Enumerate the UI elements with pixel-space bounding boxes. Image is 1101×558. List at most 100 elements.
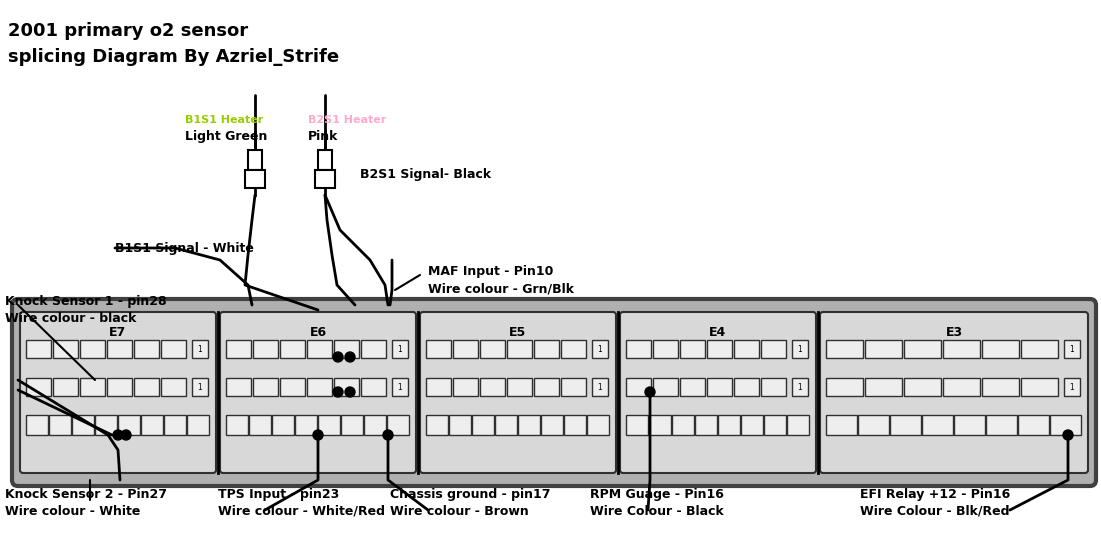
Bar [826,340,863,358]
Bar [680,378,705,396]
Bar [626,378,651,396]
Bar [741,415,763,435]
Bar [826,415,857,435]
Bar [453,378,478,396]
Text: Light Green: Light Green [185,130,268,143]
Bar [564,415,586,435]
Bar [792,340,808,358]
Bar [364,415,385,435]
Bar [361,340,386,358]
Bar [672,415,694,435]
Bar [272,415,294,435]
Text: 1: 1 [1070,344,1075,354]
Bar [562,378,586,396]
Text: Wire Colour - Blk/Red: Wire Colour - Blk/Red [860,505,1010,518]
Bar [1018,415,1048,435]
Bar [392,378,408,396]
Bar [982,340,1020,358]
Bar [562,340,586,358]
Bar [1064,378,1080,396]
FancyBboxPatch shape [620,312,816,473]
Bar [80,378,105,396]
Text: B2S1 Heater: B2S1 Heater [308,115,386,125]
Circle shape [1062,430,1073,440]
Bar [295,415,316,435]
Bar [734,340,759,358]
Text: RPM Guage - Pin16: RPM Guage - Pin16 [590,488,723,501]
Bar [942,340,980,358]
Bar [392,340,408,358]
Bar [787,415,808,435]
Bar [318,415,339,435]
Text: EFI Relay +12 - Pin16: EFI Relay +12 - Pin16 [860,488,1011,501]
Bar [161,340,186,358]
Bar [253,340,277,358]
Bar [1050,415,1080,435]
Bar [334,378,359,396]
Text: 1: 1 [797,382,803,392]
Circle shape [313,430,323,440]
Circle shape [345,352,355,362]
Bar [449,415,470,435]
Bar [226,340,251,358]
Text: B1S1 Signal - White: B1S1 Signal - White [115,242,254,255]
Text: Wire Colour - Black: Wire Colour - Black [590,505,723,518]
Text: TPS Input - pin23: TPS Input - pin23 [218,488,339,501]
Text: MAF Input - Pin10: MAF Input - Pin10 [428,265,554,278]
Bar [315,170,335,188]
Bar [904,378,941,396]
Bar [653,340,678,358]
FancyBboxPatch shape [220,312,416,473]
Bar [307,340,333,358]
Circle shape [121,430,131,440]
Bar [26,415,47,435]
Bar [858,415,889,435]
Bar [982,378,1020,396]
Bar [226,415,248,435]
Bar [192,340,208,358]
Bar [707,378,732,396]
Bar [648,415,671,435]
Bar [541,415,563,435]
Text: E5: E5 [510,325,526,339]
Text: 1: 1 [197,344,203,354]
Bar [734,378,759,396]
Bar [761,378,786,396]
Bar [53,378,78,396]
Bar [453,340,478,358]
Text: Knock Sensor 2 - Pin27: Knock Sensor 2 - Pin27 [6,488,167,501]
Bar [718,415,740,435]
Bar [626,415,647,435]
Bar [517,415,539,435]
Bar [72,415,94,435]
Text: 1: 1 [598,382,602,392]
Bar [249,415,271,435]
Bar [986,415,1016,435]
Bar [280,378,305,396]
Bar [161,378,186,396]
Bar [653,378,678,396]
Bar [534,340,559,358]
Bar [922,415,952,435]
Bar [680,340,705,358]
Bar [865,340,902,358]
Circle shape [113,430,123,440]
Bar [506,378,532,396]
Circle shape [383,430,393,440]
Bar [307,378,333,396]
Bar [506,340,532,358]
Text: 2001 primary o2 sensor: 2001 primary o2 sensor [8,22,248,40]
FancyBboxPatch shape [12,299,1095,486]
Bar [341,415,362,435]
Bar [318,150,333,170]
Bar [587,415,609,435]
Bar [890,415,920,435]
Text: 1: 1 [598,344,602,354]
Text: Pink: Pink [308,130,338,143]
Text: Chassis ground - pin17: Chassis ground - pin17 [390,488,550,501]
Text: 1: 1 [397,344,402,354]
Bar [942,378,980,396]
Bar [361,378,386,396]
Text: 1: 1 [197,382,203,392]
Circle shape [333,352,344,362]
